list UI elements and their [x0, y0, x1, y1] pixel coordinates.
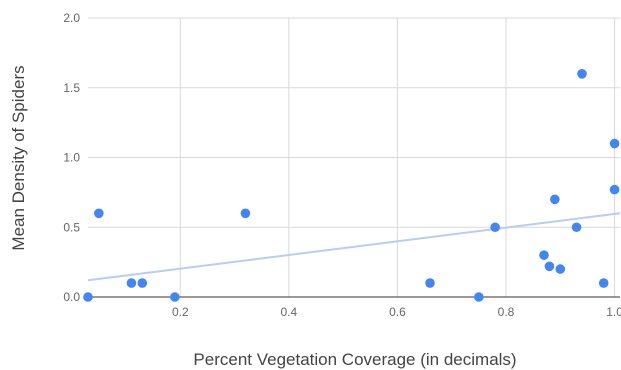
x-axis-title: Percent Vegetation Coverage (in decimals…	[193, 350, 516, 369]
data-point	[126, 278, 137, 288]
y-tick-label: 2.0	[63, 11, 80, 25]
data-point	[83, 292, 93, 302]
data-point	[571, 222, 582, 233]
data-point	[539, 250, 549, 260]
data-point	[137, 278, 148, 288]
data-point	[577, 69, 587, 79]
data-point	[544, 261, 555, 272]
data-point	[240, 208, 251, 219]
trendline	[87, 212, 621, 282]
data-points	[83, 69, 620, 302]
data-point	[490, 222, 500, 233]
y-tick-label: 0.0	[63, 290, 80, 304]
data-point	[425, 278, 435, 288]
data-point	[170, 292, 180, 302]
x-tick-label: 0.2	[172, 305, 189, 319]
y-tick-label: 0.5	[63, 220, 80, 234]
data-point	[609, 138, 620, 149]
data-point	[598, 278, 609, 288]
y-tick-label: 1.5	[63, 81, 80, 95]
data-point	[550, 194, 560, 205]
x-tick-label: 0.4	[281, 305, 298, 319]
trendline-group	[87, 212, 621, 282]
grid-lines	[88, 17, 620, 298]
x-axis-ticks: 0.2 0.4 0.6 0.8 1.0	[172, 305, 621, 319]
data-point	[609, 184, 620, 195]
x-tick-label: 0.6	[389, 305, 406, 319]
y-axis-title: Mean Density of Spiders	[9, 65, 28, 250]
y-tick-label: 1.0	[63, 151, 80, 165]
data-point	[94, 208, 104, 219]
x-tick-label: 1.0	[606, 305, 621, 319]
y-axis-ticks: 0.0 0.5 1.0 1.5 2.0	[63, 11, 80, 304]
data-point	[474, 292, 484, 302]
data-point	[555, 264, 566, 274]
x-tick-label: 0.8	[498, 305, 515, 319]
